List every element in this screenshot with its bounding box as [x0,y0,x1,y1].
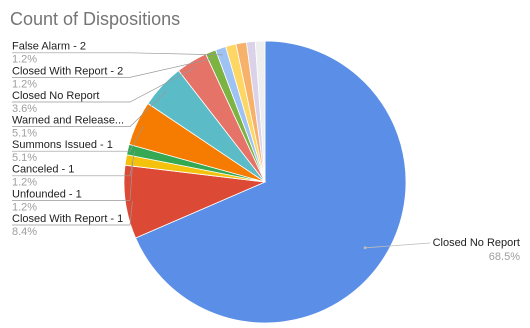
chart-title: Count of Dispositions [10,9,180,29]
pie-slice [254,40,266,183]
slice-percent: 1.2% [12,78,37,90]
slice-label: False Alarm - 2 [12,41,86,53]
slice-percent: 5.1% [12,152,37,164]
slice-percent: 1.2% [12,201,37,213]
leader-line [12,90,168,127]
slice-label: Summons Issued - 1 [12,139,113,151]
slice-label: Closed No Report [12,90,99,102]
leader-line [12,151,135,177]
slice-percent: 1.2% [12,177,37,189]
slice-percent: 3.6% [12,103,37,115]
slice-label: Unfounded - 1 [12,188,82,200]
slice-percent: 1.2% [12,54,37,66]
slice-label: Closed With Report - 2 [12,65,123,77]
slice-label: Closed With Report - 1 [12,213,123,225]
slice-percent: 8.4% [12,226,37,238]
leader-line [365,242,431,249]
leader-line [12,67,196,103]
leader-line [12,125,144,152]
slice-label: Warned and Release... [12,115,124,127]
slice-percent: 68.5% [489,251,520,263]
leader-line [12,52,223,56]
slice-percent: 5.1% [12,128,37,140]
leader-line [12,161,134,201]
pie-slice [135,40,407,324]
leader-line [12,201,133,226]
slice-label: Closed No Report [433,237,520,249]
leader-line [12,58,214,78]
slice-label: Canceled - 1 [12,164,74,176]
